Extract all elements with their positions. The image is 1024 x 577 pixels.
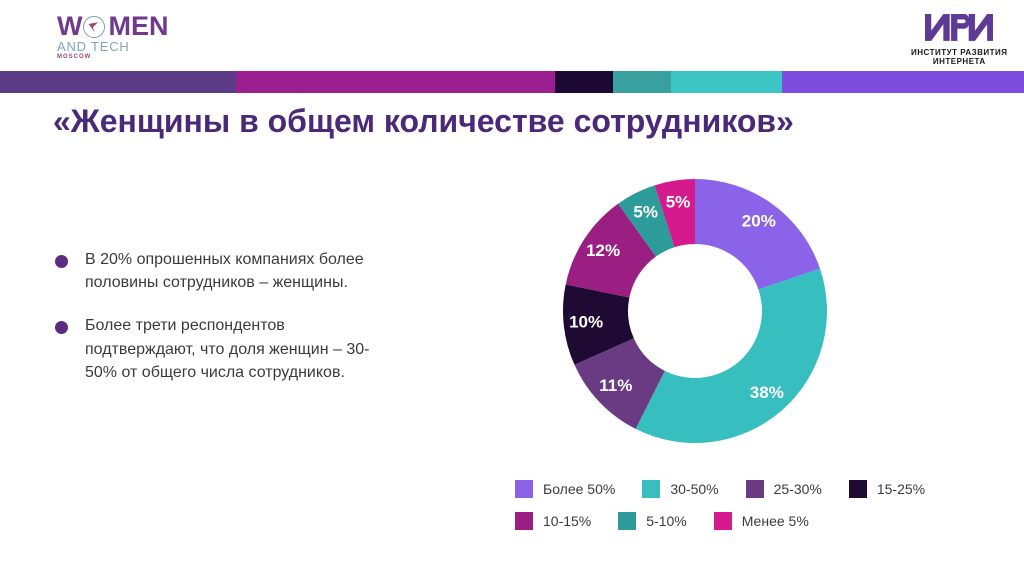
svg-text:5%: 5% <box>633 203 658 222</box>
svg-text:10%: 10% <box>569 312 603 331</box>
svg-text:12%: 12% <box>586 241 620 260</box>
svg-text:11%: 11% <box>599 376 632 395</box>
svg-text:38%: 38% <box>750 383 784 402</box>
svg-text:20%: 20% <box>742 211 776 230</box>
svg-text:5%: 5% <box>666 192 691 211</box>
